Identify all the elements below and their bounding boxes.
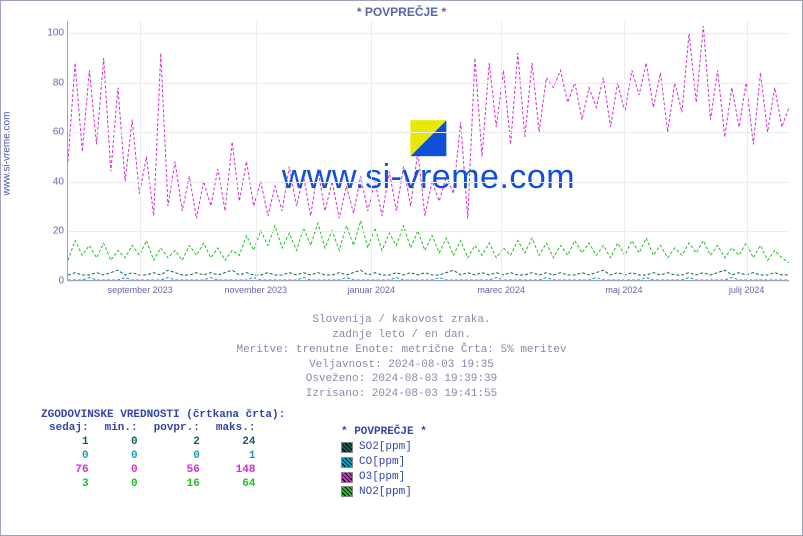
col-min: min.: <box>97 421 146 435</box>
legend-swatch <box>341 486 353 497</box>
gridline-v <box>624 21 625 280</box>
legend-item: NO2[ppm] <box>341 485 427 500</box>
historic-values: ZGODOVINSKE VREDNOSTI (črtkana črta): se… <box>41 409 285 491</box>
gridline-v <box>501 21 502 280</box>
table-row: 10224 <box>41 435 263 449</box>
series-O3[ppm] <box>68 26 789 218</box>
cell-min: 0 <box>97 477 146 491</box>
legend-item: CO[ppm] <box>341 455 427 470</box>
table-row: 0001 <box>41 449 263 463</box>
gridline-h <box>68 281 789 282</box>
series-CO[ppm] <box>68 278 789 280</box>
chart-area: www.si-vreme.com 020406080100september 2… <box>39 21 789 301</box>
legend-swatch <box>341 442 353 453</box>
series-lines <box>68 21 789 280</box>
historic-table: sedaj: min.: povpr.: maks.: 102240001760… <box>41 421 263 491</box>
legend-label: CO[ppm] <box>359 455 405 470</box>
cell-now: 76 <box>41 463 97 477</box>
x-tick-label: julij 2024 <box>729 285 765 295</box>
meta-line: Meritve: trenutne Enote: metrične Črta: … <box>1 343 802 358</box>
cell-avg: 56 <box>146 463 208 477</box>
cell-now: 3 <box>41 477 97 491</box>
legend-item: O3[ppm] <box>341 470 427 485</box>
x-tick-label: maj 2024 <box>605 285 642 295</box>
cell-avg: 0 <box>146 449 208 463</box>
legend-label: O3[ppm] <box>359 470 405 485</box>
cell-min: 0 <box>97 463 146 477</box>
cell-now: 0 <box>41 449 97 463</box>
cell-now: 1 <box>41 435 97 449</box>
series-SO2[ppm] <box>68 270 789 275</box>
x-tick-label: marec 2024 <box>477 285 525 295</box>
meta-line: Veljavnost: 2024-08-03 19:35 <box>1 358 802 373</box>
col-max: maks.: <box>208 421 264 435</box>
legend-title: * POVPREČJE * <box>341 426 427 438</box>
y-tick-label: 100 <box>42 28 64 39</box>
gridline-v <box>747 21 748 280</box>
series-NO2[ppm] <box>68 221 789 263</box>
gridline-h <box>68 33 789 34</box>
meta-line: Izrisano: 2024-08-03 19:41:55 <box>1 387 802 402</box>
gridline-h <box>68 132 789 133</box>
x-tick-label: september 2023 <box>108 285 173 295</box>
gridline-v <box>256 21 257 280</box>
legend-swatch <box>341 472 353 483</box>
y-tick-label: 20 <box>42 226 64 237</box>
y-tick-label: 40 <box>42 176 64 187</box>
col-avg: povpr.: <box>146 421 208 435</box>
cell-avg: 2 <box>146 435 208 449</box>
legend-item: SO2[ppm] <box>341 440 427 455</box>
meta-line: zadnje leto / en dan. <box>1 328 802 343</box>
legend-swatch <box>341 457 353 468</box>
chart-title: * POVPREČJE * <box>1 1 802 21</box>
cell-max: 24 <box>208 435 264 449</box>
meta-line: Osveženo: 2024-08-03 19:39:39 <box>1 372 802 387</box>
cell-avg: 16 <box>146 477 208 491</box>
gridline-v <box>140 21 141 280</box>
historic-header: ZGODOVINSKE VREDNOSTI (črtkana črta): <box>41 409 285 421</box>
legend-label: SO2[ppm] <box>359 440 412 455</box>
y-tick-label: 60 <box>42 127 64 138</box>
gridline-h <box>68 182 789 183</box>
gridline-h <box>68 231 789 232</box>
cell-max: 148 <box>208 463 264 477</box>
gridline-h <box>68 83 789 84</box>
x-tick-label: januar 2024 <box>347 285 395 295</box>
y-tick-label: 80 <box>42 77 64 88</box>
meta-line: Slovenija / kakovost zraka. <box>1 313 802 328</box>
cell-min: 0 <box>97 435 146 449</box>
col-now: sedaj: <box>41 421 97 435</box>
y-axis-label: www.si-vreme.com <box>2 112 13 196</box>
gridline-v <box>371 21 372 280</box>
plot-area: www.si-vreme.com 020406080100september 2… <box>67 21 789 281</box>
cell-max: 64 <box>208 477 264 491</box>
legend-label: NO2[ppm] <box>359 485 412 500</box>
meta-info: Slovenija / kakovost zraka. zadnje leto … <box>1 313 802 402</box>
legend: * POVPREČJE * SO2[ppm]CO[ppm]O3[ppm]NO2[… <box>341 426 427 499</box>
cell-min: 0 <box>97 449 146 463</box>
table-row: 301664 <box>41 477 263 491</box>
x-tick-label: november 2023 <box>224 285 287 295</box>
table-row: 76056148 <box>41 463 263 477</box>
y-tick-label: 0 <box>42 276 64 287</box>
cell-max: 1 <box>208 449 264 463</box>
